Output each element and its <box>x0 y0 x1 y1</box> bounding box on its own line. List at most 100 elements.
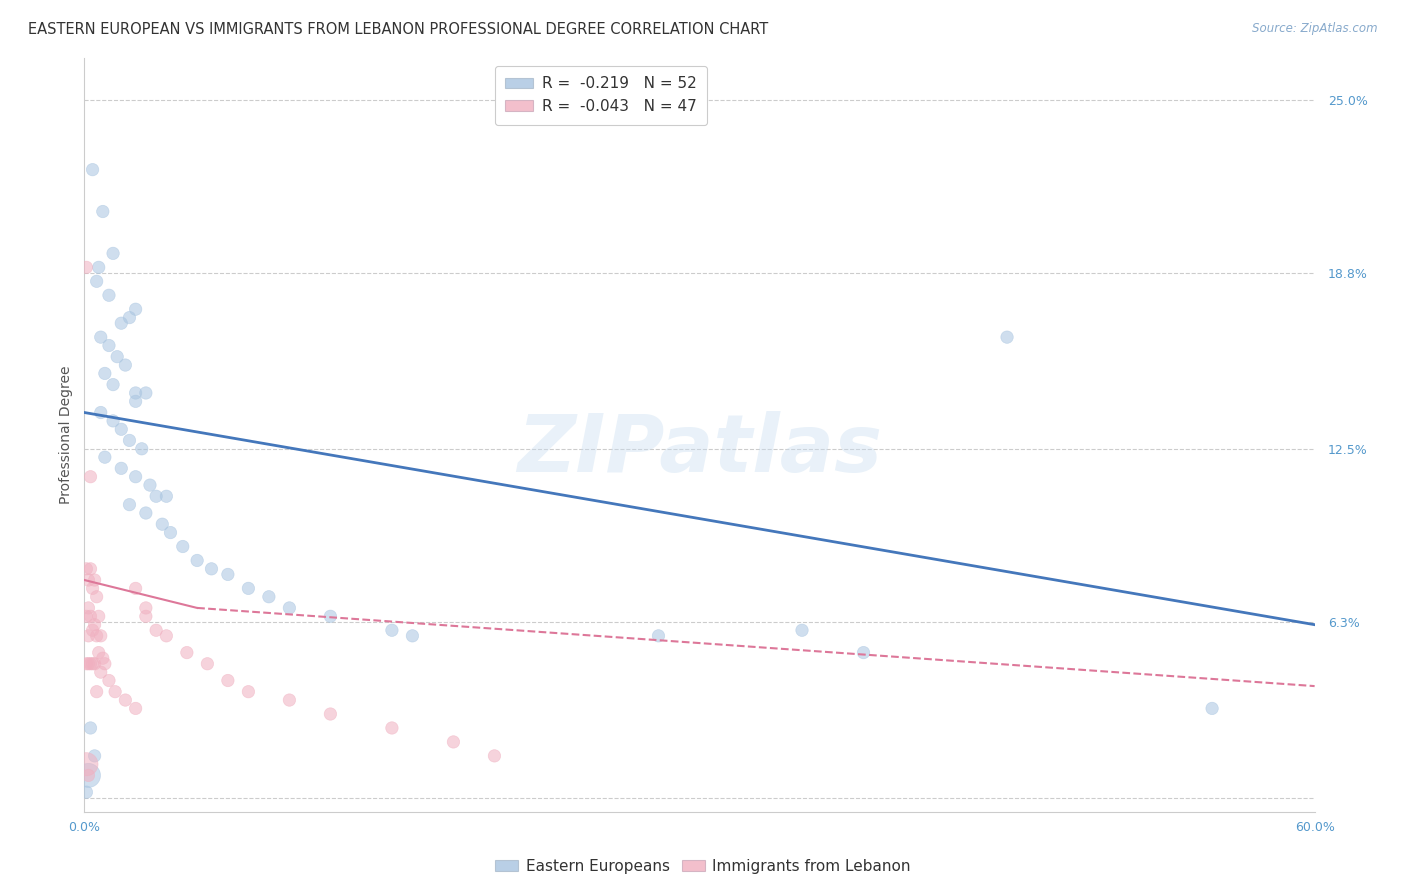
Point <box>852 646 875 660</box>
Point <box>82 582 104 596</box>
Point <box>159 525 181 540</box>
Text: Source: ZipAtlas.com: Source: ZipAtlas.com <box>1253 22 1378 36</box>
Point <box>91 651 114 665</box>
Point <box>86 629 108 643</box>
Point <box>135 609 157 624</box>
Point <box>90 665 112 680</box>
Point <box>79 657 101 671</box>
Point <box>995 330 1018 344</box>
Point <box>86 590 108 604</box>
Point <box>77 768 100 782</box>
Point <box>172 540 194 554</box>
Point <box>124 302 146 317</box>
Point <box>90 405 112 419</box>
Point <box>86 274 108 288</box>
Point <box>131 442 153 456</box>
Point <box>319 609 342 624</box>
Point <box>77 768 100 782</box>
Point <box>145 624 167 638</box>
Point <box>104 684 127 698</box>
Point <box>217 673 239 688</box>
Point <box>647 629 669 643</box>
Point <box>94 367 117 381</box>
Point <box>77 629 100 643</box>
Point <box>87 260 110 275</box>
Point <box>75 260 97 275</box>
Point <box>1201 701 1223 715</box>
Point <box>75 562 97 576</box>
Point <box>75 657 97 671</box>
Point <box>101 377 124 392</box>
Point <box>278 601 301 615</box>
Point <box>484 748 506 763</box>
Point <box>381 624 404 638</box>
Point <box>77 657 100 671</box>
Point <box>124 701 146 715</box>
Point <box>110 316 132 330</box>
Point <box>110 422 132 436</box>
Point <box>79 721 101 735</box>
Point <box>83 573 105 587</box>
Point <box>401 629 423 643</box>
Point <box>82 624 104 638</box>
Point <box>75 785 97 799</box>
Point <box>124 386 146 401</box>
Point <box>87 609 110 624</box>
Point <box>200 562 222 576</box>
Point <box>101 246 124 260</box>
Point <box>135 601 157 615</box>
Point <box>443 735 465 749</box>
Y-axis label: Professional Degree: Professional Degree <box>59 366 73 504</box>
Point <box>105 350 128 364</box>
Point <box>124 469 146 483</box>
Point <box>101 414 124 428</box>
Point <box>83 617 105 632</box>
Point <box>155 489 177 503</box>
Point <box>381 721 404 735</box>
Point <box>155 629 177 643</box>
Point <box>83 748 105 763</box>
Point <box>197 657 219 671</box>
Point <box>118 434 141 448</box>
Point <box>278 693 301 707</box>
Point <box>238 582 260 596</box>
Point <box>82 657 104 671</box>
Point <box>114 358 136 372</box>
Point <box>145 489 167 503</box>
Point <box>118 310 141 325</box>
Text: ZIPatlas: ZIPatlas <box>517 411 882 489</box>
Legend: R =  -0.219   N = 52, R =  -0.043   N = 47: R = -0.219 N = 52, R = -0.043 N = 47 <box>495 66 707 125</box>
Point <box>98 288 120 302</box>
Point <box>124 394 146 409</box>
Point <box>94 450 117 465</box>
Point <box>90 629 112 643</box>
Point <box>790 624 813 638</box>
Point <box>79 609 101 624</box>
Point <box>98 673 120 688</box>
Point <box>135 386 157 401</box>
Point <box>110 461 132 475</box>
Legend: Eastern Europeans, Immigrants from Lebanon: Eastern Europeans, Immigrants from Leban… <box>489 853 917 880</box>
Point <box>217 567 239 582</box>
Point <box>135 506 157 520</box>
Point <box>176 646 198 660</box>
Point <box>75 609 97 624</box>
Text: EASTERN EUROPEAN VS IMMIGRANTS FROM LEBANON PROFESSIONAL DEGREE CORRELATION CHAR: EASTERN EUROPEAN VS IMMIGRANTS FROM LEBA… <box>28 22 768 37</box>
Point <box>319 706 342 721</box>
Point <box>79 469 101 483</box>
Point <box>238 684 260 698</box>
Point <box>94 657 117 671</box>
Point <box>186 553 208 567</box>
Point <box>257 590 280 604</box>
Point <box>139 478 162 492</box>
Point <box>83 657 105 671</box>
Point <box>75 757 97 772</box>
Point <box>150 517 173 532</box>
Point <box>90 330 112 344</box>
Point <box>77 573 100 587</box>
Point <box>86 684 108 698</box>
Point <box>82 162 104 177</box>
Point <box>87 646 110 660</box>
Point <box>91 204 114 219</box>
Point <box>77 601 100 615</box>
